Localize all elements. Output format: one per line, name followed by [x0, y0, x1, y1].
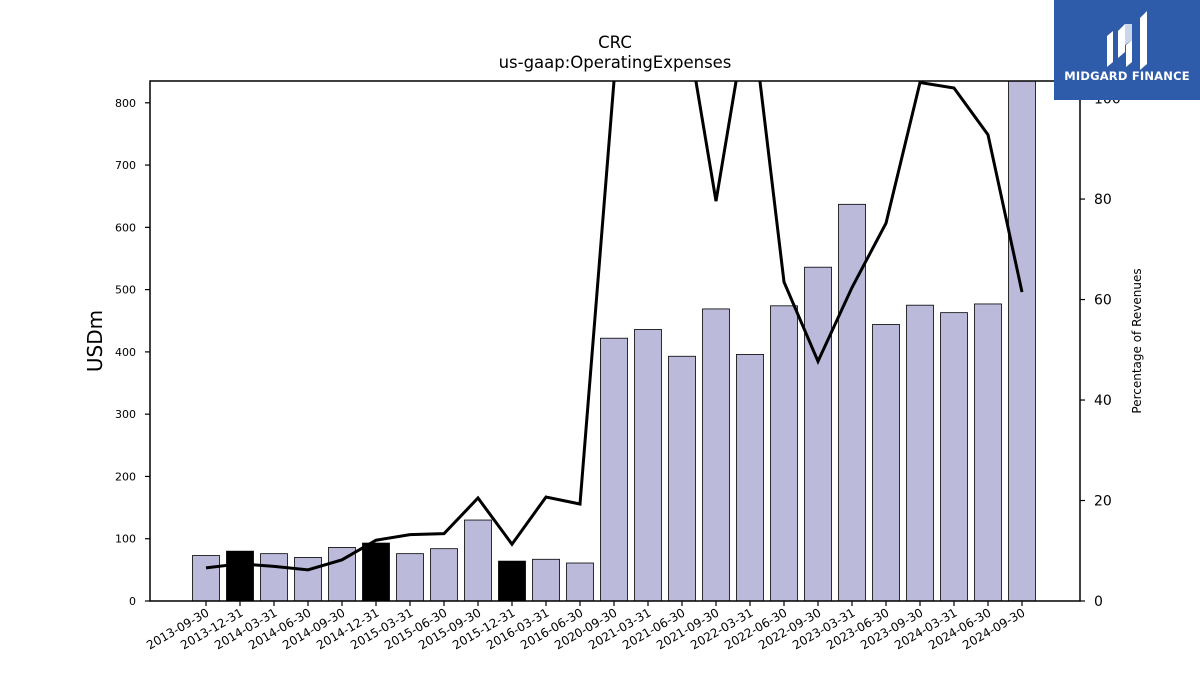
- bar-2024-09-30: [1008, 81, 1036, 601]
- y-tick-label-800: 800: [115, 97, 136, 110]
- bar-2024-03-31: [940, 312, 968, 601]
- bar-2023-06-30: [872, 324, 900, 601]
- brand-name: MIDGARD FINANCE: [1064, 69, 1190, 83]
- y2-tick-label-40: 40: [1094, 393, 1112, 409]
- brand-logo: MIDGARD FINANCE: [1054, 0, 1200, 100]
- x-axis: 2013-09-302013-12-312014-03-312014-06-30…: [144, 601, 1028, 652]
- y2-tick-label-80: 80: [1094, 192, 1112, 208]
- bar-2015-09-30: [464, 519, 492, 601]
- bar-2015-12-31: [498, 560, 526, 601]
- y2-tick-label-20: 20: [1094, 494, 1112, 510]
- bar-2015-06-30: [430, 548, 458, 601]
- line-layer: [205, 81, 1024, 572]
- y-axis-left: 0 100 200 300 400 500 600 700 800: [115, 97, 150, 608]
- y-tick-label-600: 600: [115, 221, 136, 234]
- y-tick-label-300: 300: [115, 408, 136, 421]
- percentage-line: [205, 81, 1024, 572]
- y2-axis-label: Percentage of Revenues: [1130, 268, 1144, 413]
- y-tick-label-700: 700: [115, 159, 136, 172]
- bar-2022-03-31: [736, 353, 764, 601]
- bar-2014-03-31: [260, 553, 288, 601]
- y-tick-label-400: 400: [115, 346, 136, 359]
- bar-2013-09-30: [192, 555, 220, 601]
- y2-tick-label-60: 60: [1094, 293, 1112, 309]
- bar-2023-09-30: [906, 304, 934, 601]
- midgard-logo-icon: [1107, 11, 1147, 70]
- bar-2014-06-30: [294, 557, 322, 601]
- bar-2022-09-30: [804, 266, 832, 601]
- y-axis-label: USDm: [83, 310, 107, 372]
- bar-2014-09-30: [328, 547, 356, 601]
- bar-2013-12-31: [226, 550, 254, 601]
- bar-2014-12-31: [362, 542, 390, 601]
- bar-2020-09-30: [600, 337, 628, 601]
- bar-2021-09-30: [702, 308, 730, 601]
- bar-2021-06-30: [668, 355, 696, 601]
- chart-subtitle: us-gaap:OperatingExpenses: [499, 53, 732, 72]
- y-tick-label-200: 200: [115, 470, 136, 483]
- bar-2022-06-30: [770, 305, 798, 601]
- bar-2021-03-31: [634, 329, 662, 601]
- y-tick-label-100: 100: [115, 533, 136, 546]
- bar-2023-03-31: [838, 203, 866, 601]
- y-axis-right: 020406080100: [1080, 92, 1121, 610]
- bar-2015-03-31: [396, 553, 424, 601]
- y-tick-label-500: 500: [115, 284, 136, 297]
- y-tick-label-0: 0: [129, 595, 136, 608]
- bar-2024-06-30: [974, 303, 1002, 601]
- bar-2016-06-30: [566, 562, 594, 601]
- plot-frame: [149, 80, 1081, 602]
- bar-2016-03-31: [532, 558, 560, 601]
- y2-tick-label-0: 0: [1094, 594, 1103, 610]
- chart-title: CRC: [598, 33, 632, 52]
- bars-layer: [192, 81, 1036, 601]
